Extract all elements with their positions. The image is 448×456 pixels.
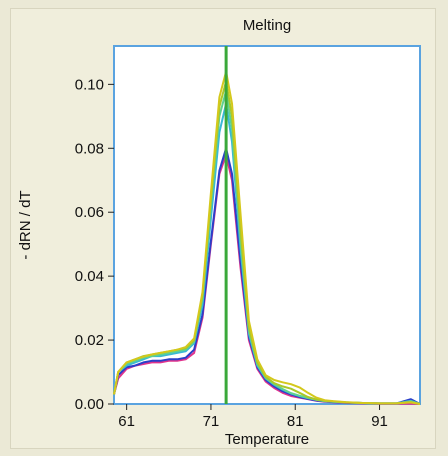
y-tick-label: 0.10 (75, 76, 104, 93)
y-axis-label: - dRN / dT (17, 190, 34, 259)
y-tick-label: 0.04 (75, 268, 104, 285)
series-layer (113, 70, 421, 405)
y-tick-label: 0.00 (75, 396, 104, 413)
plot-area (113, 45, 421, 405)
x-tick-label: 81 (287, 413, 304, 430)
x-tick-label: 61 (118, 413, 135, 430)
x-tick-label: 71 (203, 413, 220, 430)
y-tick-label: 0.02 (75, 332, 104, 349)
y-axis: 0.00 0.02 0.04 0.06 0.08 0.10 (75, 76, 114, 413)
y-tick-label: 0.06 (75, 204, 104, 221)
melt-curve-series-6 (113, 70, 421, 405)
x-axis: 61 71 81 91 (118, 404, 388, 430)
x-axis-label: Temperature (225, 431, 309, 448)
x-tick-label: 91 (371, 413, 388, 430)
chart-title: Melting (243, 17, 291, 34)
y-tick-label: 0.08 (75, 140, 104, 157)
